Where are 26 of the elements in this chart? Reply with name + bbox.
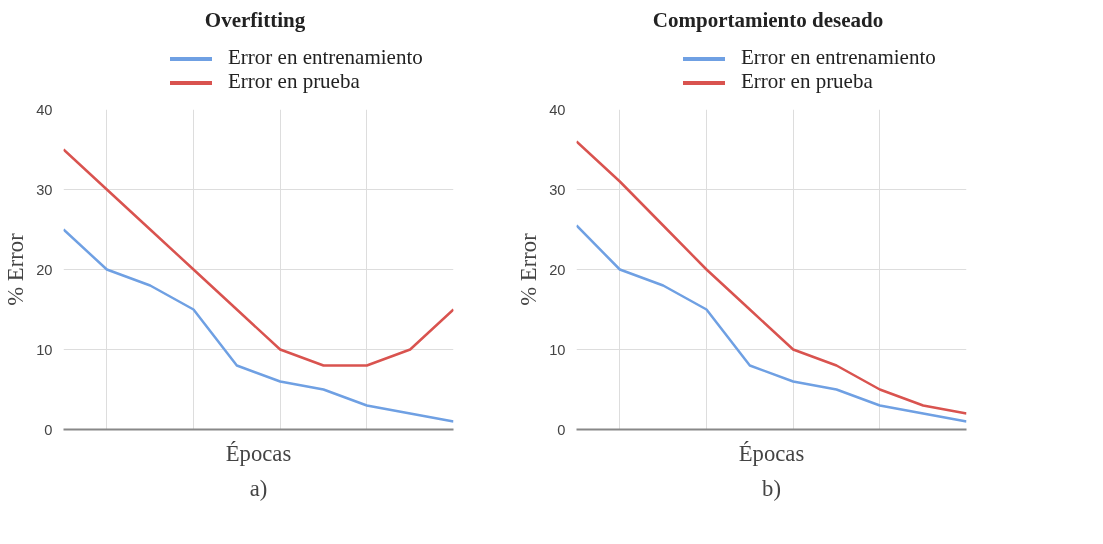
y-tick-label: 0 — [557, 421, 566, 438]
line-series — [63, 228, 454, 423]
y-tick-label: 30 — [549, 181, 566, 198]
line-series — [576, 224, 967, 423]
chart-title: Comportamiento deseado — [652, 7, 884, 34]
text: b) — [762, 475, 781, 501]
y-axis-title: % Error — [516, 232, 542, 306]
text: a) — [249, 475, 268, 501]
legend-label: Error en prueba — [227, 69, 361, 93]
legend-label: Error en entrenamiento — [227, 45, 423, 69]
chart-title: Overfitting — [204, 7, 306, 34]
y-tick-label: 10 — [549, 341, 566, 358]
y-axis-title: % Error — [3, 232, 29, 306]
x-axis-title: Épocas — [225, 440, 292, 466]
y-tick-label: 0 — [44, 421, 53, 438]
legend-label: Error en entrenamiento — [740, 45, 936, 69]
legend-label: Error en prueba — [740, 69, 874, 93]
y-tick-label: 30 — [36, 181, 53, 198]
y-tick-label: 10 — [36, 341, 53, 358]
x-axis-title: Épocas — [738, 440, 805, 466]
y-tick-label: 40 — [549, 101, 566, 118]
y-tick-label: 20 — [549, 261, 566, 278]
y-tick-label: 40 — [36, 101, 53, 118]
line-series — [576, 140, 967, 415]
y-tick-label: 20 — [36, 261, 53, 278]
line-series — [63, 148, 454, 367]
